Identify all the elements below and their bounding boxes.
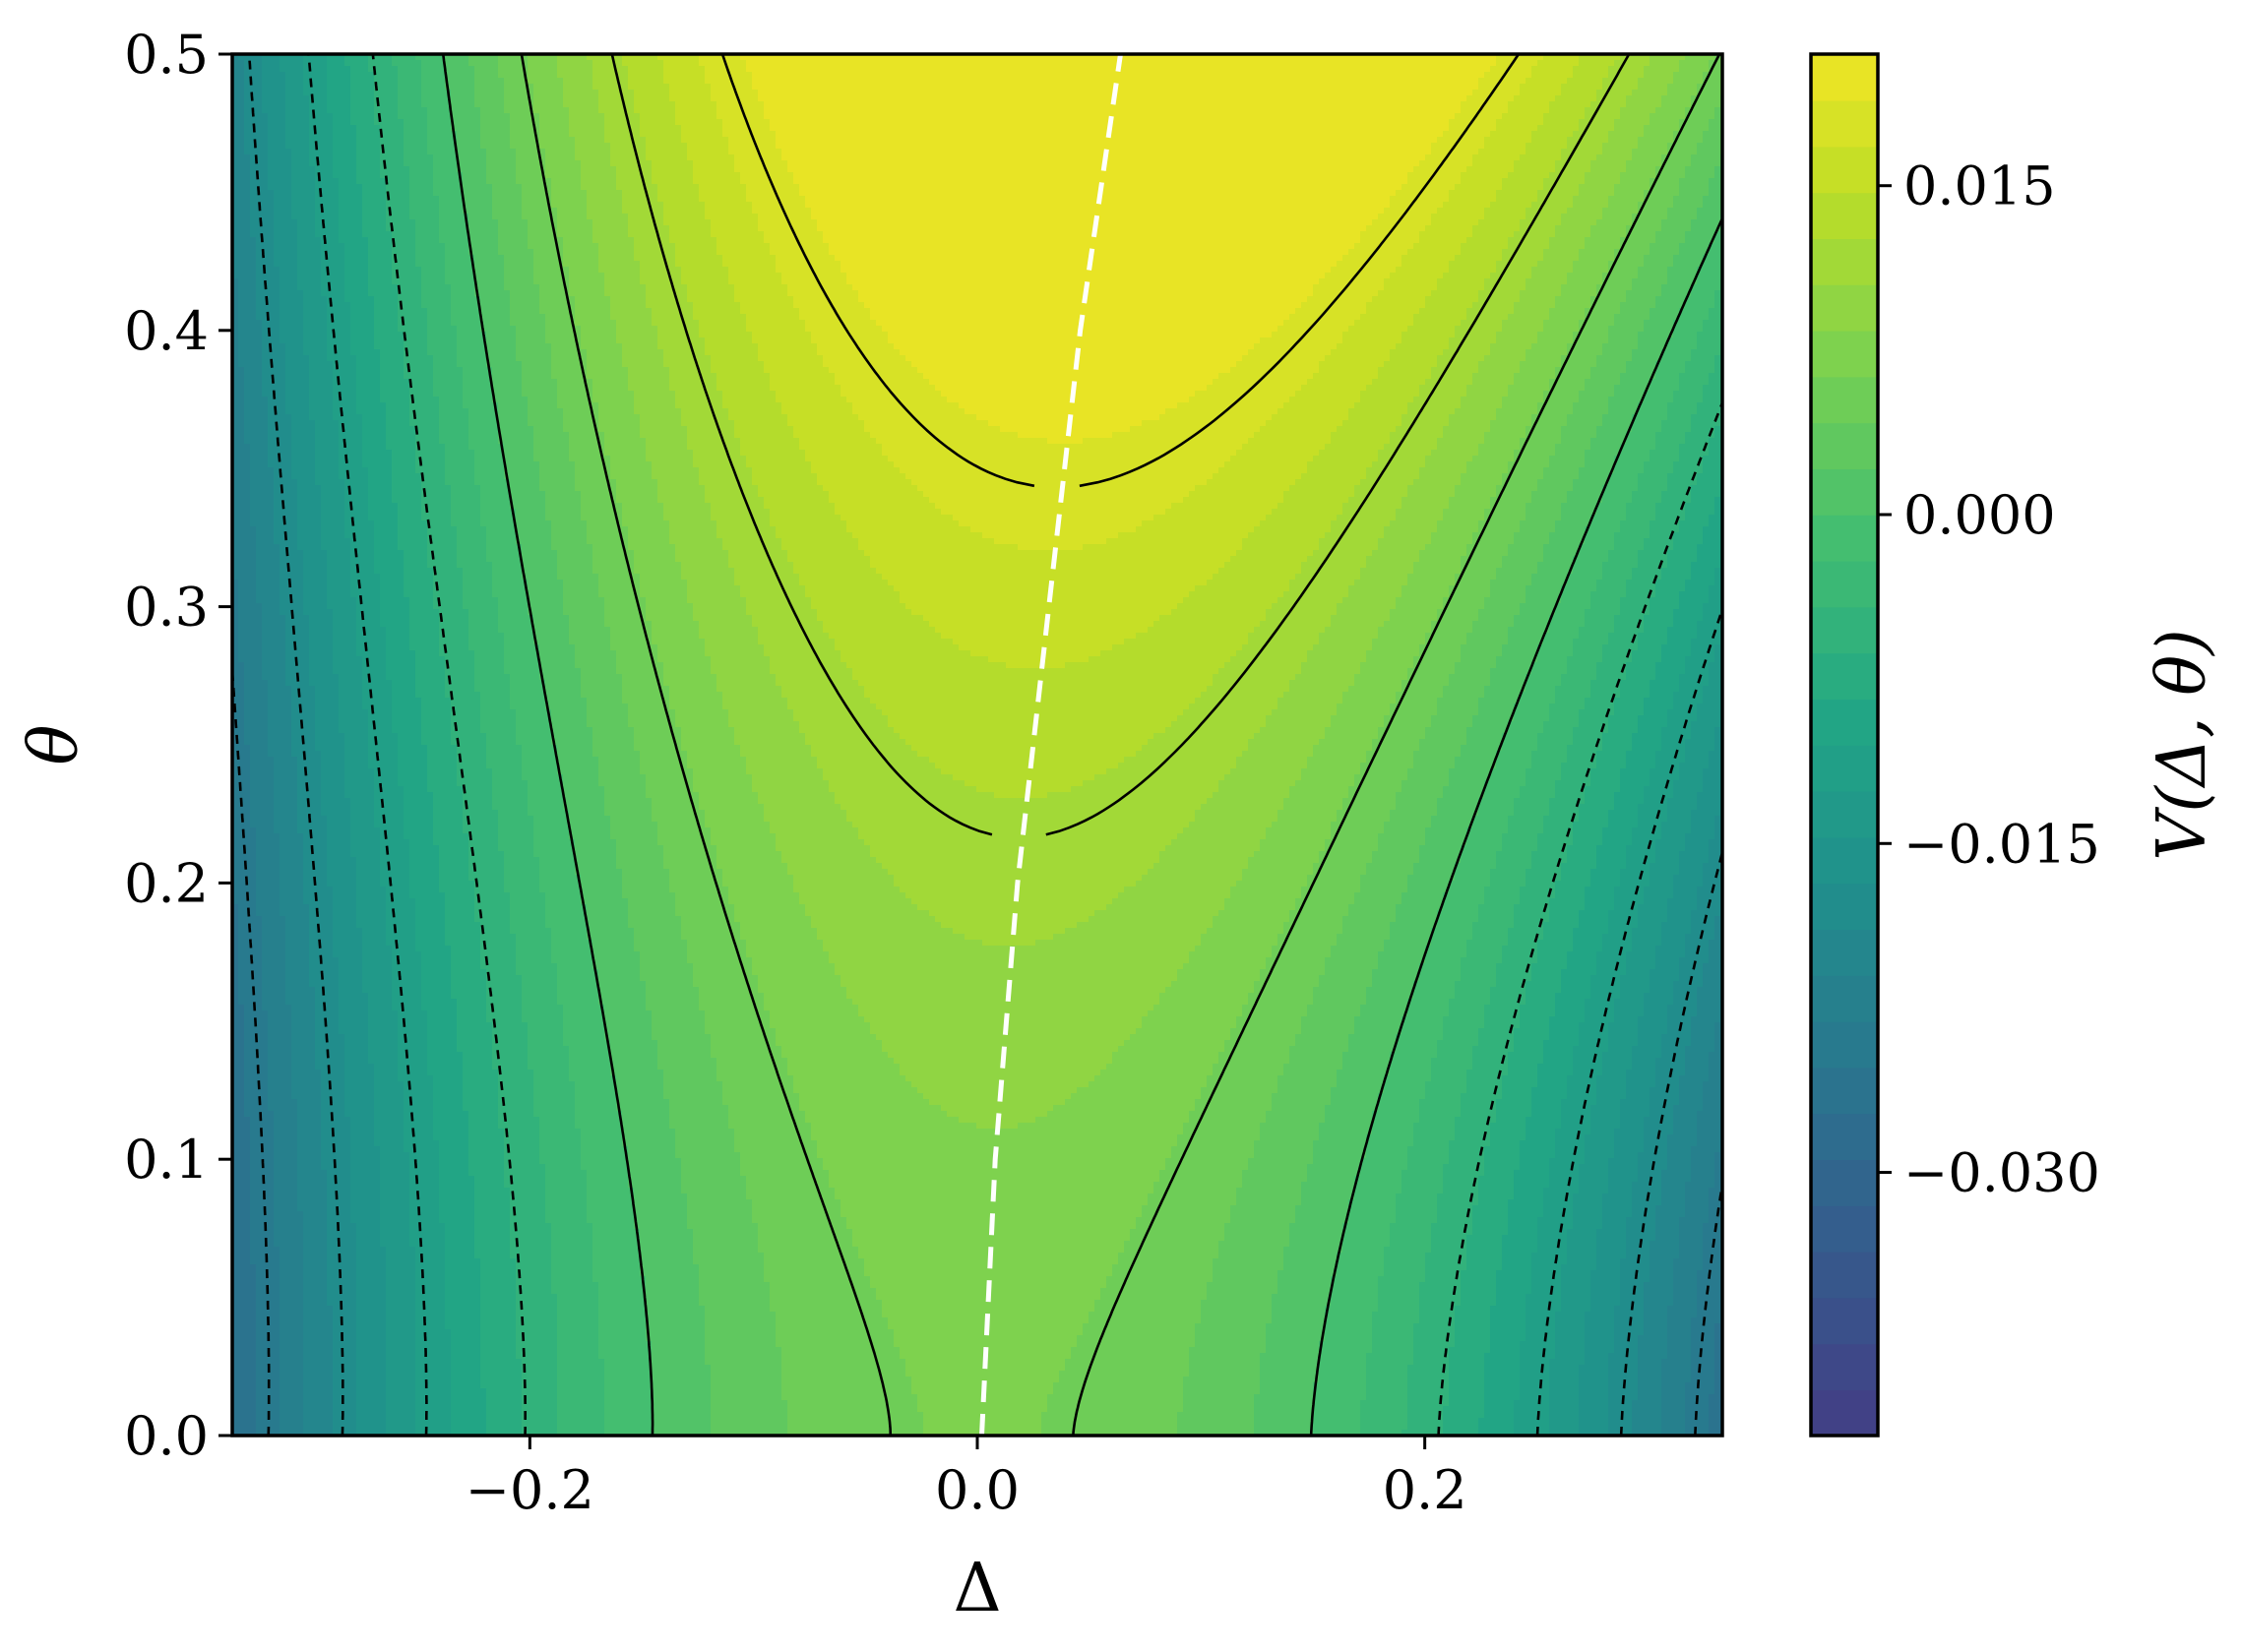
colorbar-band <box>1811 515 1878 562</box>
colorbar-band <box>1811 883 1878 930</box>
colorbar-band <box>1811 284 1878 332</box>
colorbar-band <box>1811 837 1878 885</box>
y-tick-label: 0.3 <box>124 577 209 639</box>
colorbar-band <box>1811 100 1878 148</box>
colorbar-band <box>1811 192 1878 239</box>
colorbar-band <box>1811 745 1878 792</box>
x-axis-ticks: −0.2 0.0 0.2 <box>466 1436 1467 1521</box>
y-tick-label: 0.4 <box>124 300 209 362</box>
colorbar-tick-label: 0.015 <box>1903 155 2056 217</box>
colorbar-band <box>1811 331 1878 378</box>
colorbar-band <box>1811 147 1878 194</box>
y-axis-ticks: 0.0 0.1 0.2 0.3 0.4 0.5 <box>124 24 232 1467</box>
colorbar-band <box>1811 699 1878 746</box>
colorbar-band <box>1811 1068 1878 1115</box>
colorbar-band <box>1811 1205 1878 1253</box>
y-tick-label: 0.1 <box>124 1129 209 1191</box>
colorbar-label: V(Δ, θ) <box>2144 629 2221 860</box>
colorbar-band <box>1811 54 1878 101</box>
colorbar-band <box>1811 1252 1878 1299</box>
colorbar-band <box>1811 422 1878 469</box>
colorbar-band <box>1811 929 1878 976</box>
colorbar-band <box>1811 607 1878 654</box>
colorbar-band <box>1811 1343 1878 1390</box>
y-tick-label: 0.5 <box>124 24 209 86</box>
y-tick-label: 0.2 <box>124 852 209 914</box>
colorbar <box>1811 54 1878 1437</box>
colorbar-band <box>1811 975 1878 1022</box>
colorbar-tick-label: 0.000 <box>1903 484 2056 546</box>
colorbar-band <box>1811 377 1878 424</box>
colorbar-band <box>1811 561 1878 608</box>
heatmap-fill <box>232 54 1727 1437</box>
colorbar-band <box>1811 1113 1878 1160</box>
colorbar-band <box>1811 652 1878 700</box>
x-axis-title: Δ <box>953 1550 1001 1627</box>
x-tick-label: −0.2 <box>466 1459 594 1521</box>
colorbar-tick-label: −0.015 <box>1903 813 2100 875</box>
contour-line <box>92 54 141 1436</box>
contour-line <box>141 54 202 1436</box>
colorbar-band <box>1811 1389 1878 1437</box>
colorbar-band <box>1811 791 1878 838</box>
y-axis-title: θ <box>16 725 93 765</box>
colorbar-band <box>1811 1159 1878 1206</box>
x-tick-label: 0.0 <box>935 1459 1020 1521</box>
colorbar-ticks: 0.015 0.000 −0.015 −0.030 <box>1878 155 2100 1204</box>
colorbar-band <box>1811 1021 1878 1069</box>
colorbar-band <box>1811 238 1878 285</box>
colorbar-band <box>1811 468 1878 516</box>
colorbar-tick-label: −0.030 <box>1903 1142 2100 1204</box>
x-tick-label: 0.2 <box>1383 1459 1467 1521</box>
y-tick-label: 0.0 <box>124 1405 209 1467</box>
colorbar-band <box>1811 1298 1878 1345</box>
